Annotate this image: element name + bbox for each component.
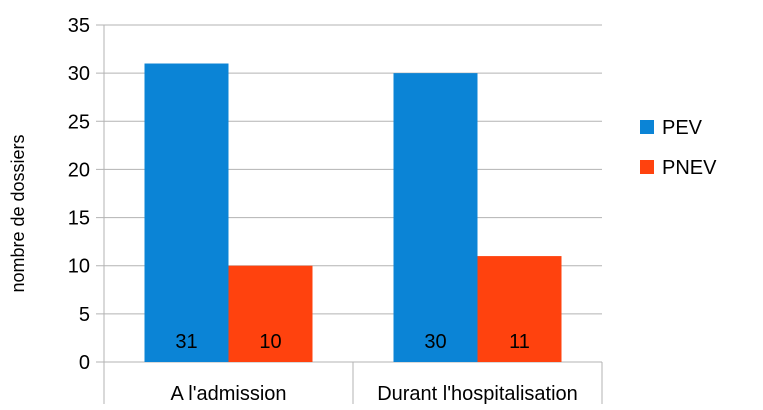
bar-pev-1 — [393, 73, 478, 363]
bar-pnev-1 — [477, 256, 562, 362]
legend-label-pnev: PNEV — [662, 157, 717, 179]
y-tick-label: 15 — [68, 208, 90, 230]
y-tick-label: 30 — [68, 63, 90, 85]
legend: PEV PNEV — [640, 117, 717, 179]
y-tick-labels: 0 5 10 15 20 25 30 35 — [68, 15, 90, 374]
y-tick-label: 20 — [68, 159, 90, 181]
legend-swatch-pev — [640, 120, 654, 134]
data-label: 10 — [259, 331, 281, 353]
y-tick-label: 5 — [79, 304, 90, 326]
data-label: 11 — [509, 331, 530, 353]
category-label: Durant l'hospitalisation — [377, 383, 578, 405]
y-tick-label: 25 — [68, 111, 90, 133]
y-tick-label: 35 — [68, 15, 90, 37]
bar-pev-0 — [144, 63, 229, 363]
category-labels: A l'admission Durant l'hospitalisation — [170, 383, 577, 405]
data-label: 31 — [175, 331, 197, 353]
y-tick-label: 10 — [68, 256, 90, 278]
y-axis-title: nombre de dossiers — [8, 134, 28, 292]
y-tick-label: 0 — [79, 352, 90, 374]
data-labels: 31 10 30 11 — [175, 331, 530, 353]
legend-swatch-pnev — [640, 160, 654, 174]
axes — [103, 25, 603, 404]
legend-label-pev: PEV — [662, 117, 703, 139]
data-label: 30 — [424, 331, 446, 353]
bar-pnev-0 — [228, 265, 313, 362]
category-label: A l'admission — [170, 383, 286, 405]
bars — [144, 63, 562, 363]
